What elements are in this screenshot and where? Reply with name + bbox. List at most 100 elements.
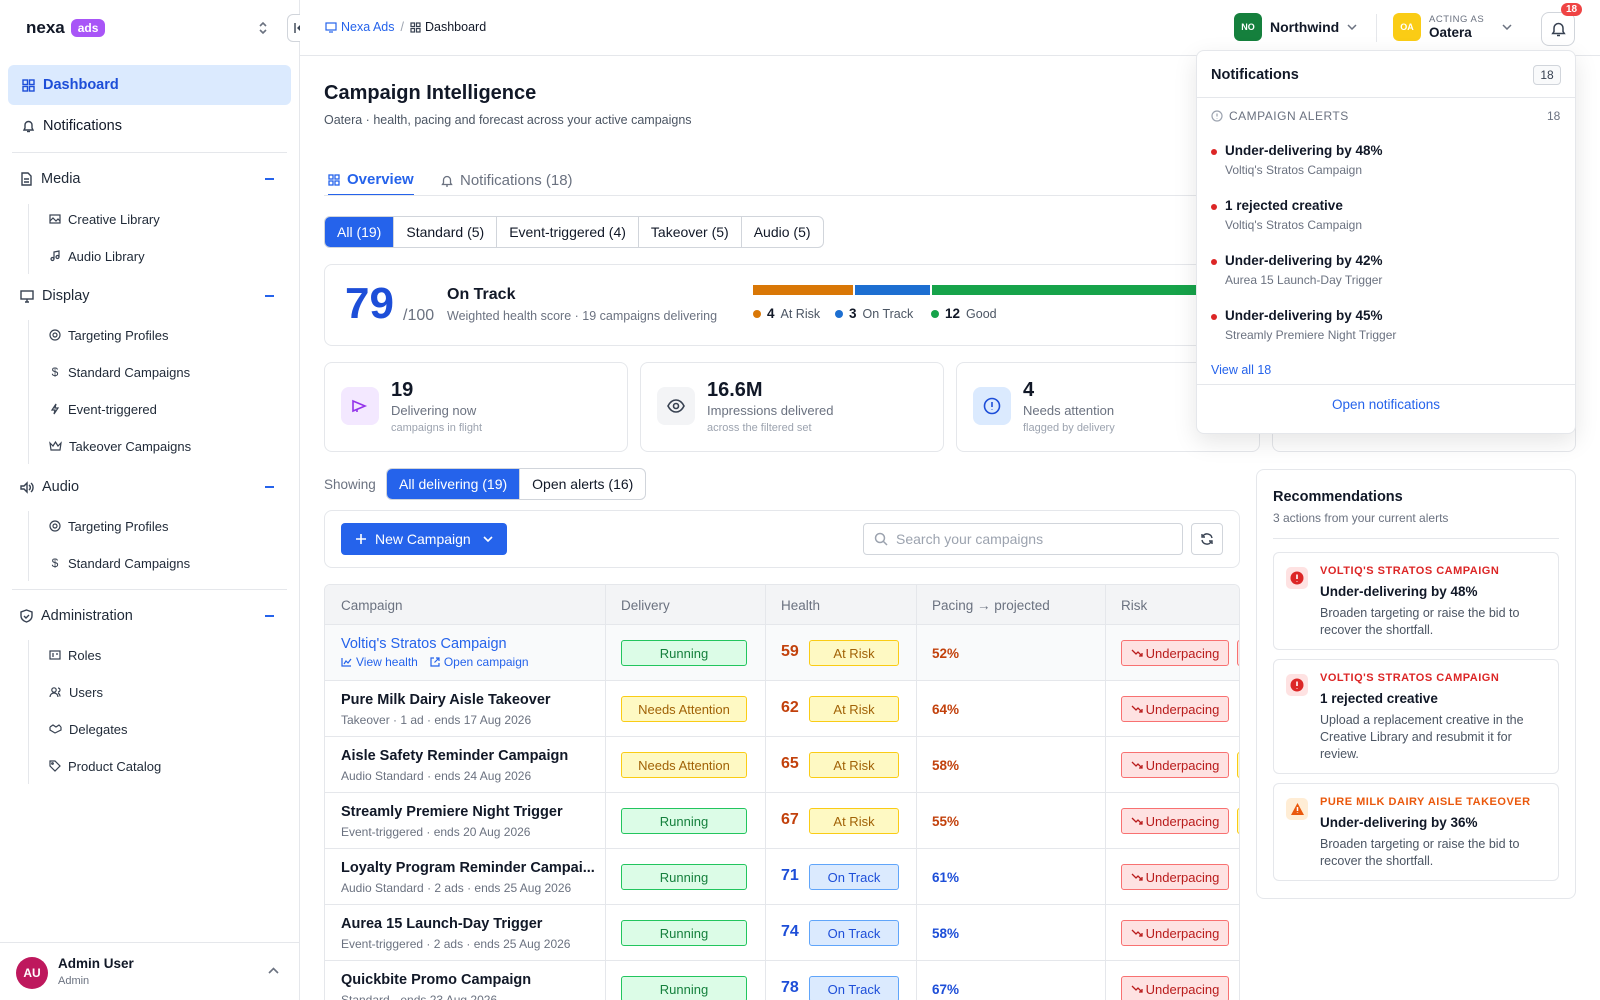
campaign-name[interactable]: Pure Milk Dairy Aisle Takeover — [341, 692, 551, 708]
sidebar-item-audio-standard-campaigns[interactable]: $ Standard Campaigns — [49, 552, 190, 574]
music-icon — [49, 250, 61, 262]
view-health-label: View health — [356, 655, 418, 669]
chevron-down-icon — [1347, 24, 1357, 30]
dashboard-icon — [410, 21, 421, 33]
document-icon — [20, 172, 33, 186]
tab-overview[interactable]: Overview — [328, 165, 414, 196]
campaign-name-link[interactable]: Voltiq's Stratos Campaign — [341, 636, 507, 652]
stat-label: Delivering now — [391, 403, 477, 418]
acting-as-switcher[interactable]: OA ACTING AS Oatera — [1393, 13, 1512, 41]
sidebar-item-audio-library[interactable]: Audio Library — [49, 245, 145, 267]
filter-open-alerts[interactable]: Open alerts (16) — [532, 476, 634, 492]
filter-audio[interactable]: Audio (5) — [753, 224, 811, 240]
sidebar-item-roles[interactable]: Roles — [49, 644, 101, 666]
org-switcher[interactable]: NO Northwind — [1234, 13, 1357, 41]
user-menu[interactable]: AU Admin User Admin — [0, 942, 300, 1000]
campaign-name[interactable]: Aisle Safety Reminder Campaign — [341, 748, 569, 764]
table-row[interactable]: Aisle Safety Reminder Campaign Audio Stan… — [325, 737, 1239, 793]
column-risk[interactable]: Risk — [1121, 597, 1148, 613]
collapse-icon[interactable] — [265, 486, 274, 488]
column-delivery[interactable]: Delivery — [621, 597, 670, 613]
table-row[interactable]: Loyalty Program Reminder Campai... Audio … — [325, 849, 1239, 905]
filter-all[interactable]: All (19) — [325, 217, 395, 247]
sidebar-section-administration[interactable]: Administration — [20, 603, 282, 629]
sidebar-item-delegates[interactable]: Delegates — [49, 718, 128, 740]
recommendation-card[interactable]: PURE MILK DAIRY AISLE TAKEOVER Under-del… — [1273, 783, 1559, 881]
notification-campaign: Voltiq's Stratos Campaign — [1225, 163, 1363, 177]
sidebar-section-display[interactable]: Display — [20, 283, 282, 309]
filter-event-triggered[interactable]: Event-triggered (4) — [497, 217, 639, 247]
acting-badge: OA — [1393, 13, 1421, 41]
filter-all-delivering[interactable]: All delivering (19) — [387, 469, 521, 499]
collapse-icon[interactable] — [265, 615, 274, 617]
sidebar-item-takeover-campaigns[interactable]: Takeover Campaigns — [49, 435, 191, 457]
chevron-up-down-icon[interactable] — [258, 20, 268, 36]
table-row[interactable]: Voltiq's Stratos Campaign View health Open… — [325, 625, 1239, 681]
sidebar-item-targeting-profiles[interactable]: Targeting Profiles — [49, 324, 168, 346]
health-status-badge: At Risk — [809, 752, 899, 778]
filter-standard[interactable]: Standard (5) — [394, 217, 498, 247]
search-input[interactable] — [896, 531, 1166, 547]
recommendation-card[interactable]: VOLTIQ'S STRATOS CAMPAIGN 1 rejected cre… — [1273, 659, 1559, 774]
breadcrumb-nexa-ads[interactable]: Nexa Ads — [325, 20, 395, 34]
notification-item[interactable]: Under-delivering by 48% Voltiq's Stratos… — [1211, 143, 1561, 187]
new-campaign-button[interactable]: New Campaign — [341, 523, 507, 555]
column-campaign[interactable]: Campaign — [341, 597, 403, 613]
sidebar-item-event-triggered[interactable]: Event-triggered — [49, 398, 157, 420]
campaign-name[interactable]: Quickbite Promo Campaign — [341, 972, 532, 988]
stat-sub: flagged by delivery — [1023, 422, 1115, 434]
audio-group: Targeting Profiles $ Standard Campaigns — [28, 511, 190, 581]
brand-logo[interactable]: nexa ads — [26, 18, 106, 38]
table-row[interactable]: Quickbite Promo Campaign Standard · ends … — [325, 961, 1239, 1000]
collapse-icon[interactable] — [265, 295, 274, 297]
column-pacing[interactable]: Pacing → projected — [932, 597, 1050, 613]
notification-campaign: Streamly Premiere Night Trigger — [1225, 328, 1397, 342]
delivery-status-badge: Needs Attention — [621, 696, 747, 722]
sidebar-section-media[interactable]: Media — [20, 166, 282, 192]
sidebar-section-audio[interactable]: Audio — [20, 474, 282, 500]
notification-item[interactable]: Under-delivering by 42% Aurea 15 Launch-… — [1211, 253, 1561, 297]
sidebar-item-standard-campaigns[interactable]: $ Standard Campaigns — [49, 361, 190, 383]
sidebar-item-notifications[interactable]: Notifications — [8, 106, 291, 146]
risk-badge-overflow — [1237, 808, 1239, 834]
table-row[interactable]: Aurea 15 Launch-Day Trigger Event-trigger… — [325, 905, 1239, 961]
sidebar-item-creative-library[interactable]: Creative Library — [49, 208, 160, 230]
recommendation-card[interactable]: VOLTIQ'S STRATOS CAMPAIGN Under-deliveri… — [1273, 552, 1559, 650]
open-campaign-link[interactable]: Open campaign — [430, 655, 529, 669]
sidebar-item-product-catalog[interactable]: Product Catalog — [49, 755, 161, 777]
legend-label: On Track — [862, 306, 914, 321]
bell-icon — [1550, 21, 1566, 37]
target-icon — [49, 520, 61, 532]
sidebar-item-users[interactable]: Users — [49, 681, 103, 703]
campaign-name[interactable]: Streamly Premiere Night Trigger — [341, 804, 563, 820]
tab-notifications[interactable]: Notifications (18) — [441, 165, 573, 196]
view-health-link[interactable]: View health — [341, 655, 418, 669]
filter-takeover[interactable]: Takeover (5) — [639, 217, 742, 247]
table-row[interactable]: Pure Milk Dairy Aisle Takeover Takeover ·… — [325, 681, 1239, 737]
notification-item[interactable]: 1 rejected creative Voltiq's Stratos Cam… — [1211, 198, 1561, 242]
stat-label: Needs attention — [1023, 403, 1115, 418]
campaign-name[interactable]: Loyalty Program Reminder Campai... — [341, 860, 595, 876]
sidebar-item-label: Takeover Campaigns — [69, 438, 192, 454]
health-score-value: 62 — [781, 699, 799, 716]
chevron-up-icon[interactable] — [268, 967, 279, 974]
notification-campaign: Voltiq's Stratos Campaign — [1225, 218, 1363, 232]
sidebar-item-label: Audio Library — [68, 248, 145, 264]
risk-label: Underpacing — [1145, 869, 1220, 885]
table-row[interactable]: Streamly Premiere Night Trigger Event-tri… — [325, 793, 1239, 849]
refresh-button[interactable] — [1191, 523, 1223, 555]
breadcrumb-label: Dashboard — [425, 20, 487, 34]
users-icon — [49, 686, 62, 698]
error-icon — [1286, 567, 1308, 589]
campaign-name[interactable]: Aurea 15 Launch-Day Trigger — [341, 916, 543, 932]
column-health[interactable]: Health — [781, 597, 821, 613]
sidebar-item-dashboard[interactable]: Dashboard — [8, 65, 291, 105]
recommendation-campaign: VOLTIQ'S STRATOS CAMPAIGN — [1320, 565, 1500, 577]
notifications-button[interactable] — [1541, 12, 1575, 46]
open-notifications-link[interactable]: Open notifications — [1331, 397, 1441, 412]
view-all-link[interactable]: View all 18 — [1211, 363, 1272, 377]
notification-campaign: Aurea 15 Launch-Day Trigger — [1225, 273, 1383, 287]
sidebar-item-audio-targeting-profiles[interactable]: Targeting Profiles — [49, 515, 168, 537]
collapse-icon[interactable] — [265, 178, 274, 180]
notification-item[interactable]: Under-delivering by 45% Streamly Premier… — [1211, 308, 1561, 352]
